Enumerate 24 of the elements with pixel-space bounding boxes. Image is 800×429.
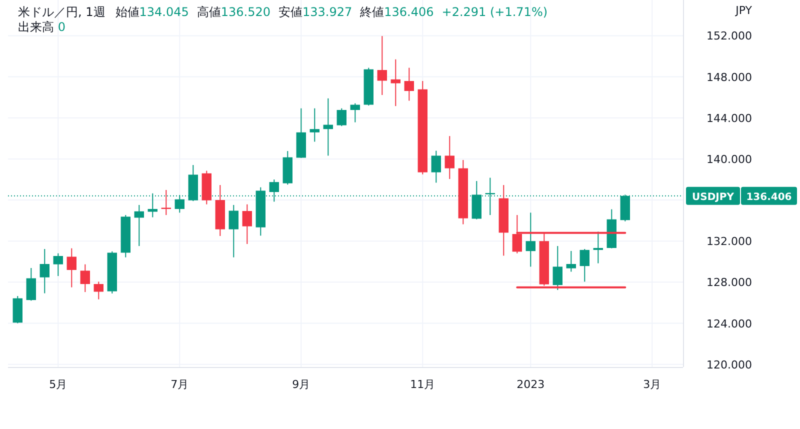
- ref-line-label: USDJPY: [692, 192, 735, 203]
- y-tick-label: 148.000: [706, 70, 752, 84]
- x-tick-label: 3月: [643, 378, 662, 391]
- x-tick-label: 2023: [516, 378, 545, 391]
- y-tick-label: 144.000: [706, 112, 752, 125]
- annotation: +2.291 (+1.71%): [442, 5, 548, 19]
- x-tick-label: 5月: [49, 378, 68, 391]
- y-axis-title: JPY: [734, 4, 752, 17]
- annotation: 終値136.406: [359, 5, 434, 19]
- annotation: 安値133.927: [278, 5, 352, 19]
- y-tick-label: 128.000: [706, 276, 752, 290]
- annotation: 始値134.045: [115, 5, 189, 19]
- y-tick-label: 132.000: [706, 235, 752, 248]
- annotation: 高値136.520: [196, 5, 271, 19]
- y-tick-label: 152.000: [706, 30, 752, 43]
- annotation: 出来高 0: [18, 20, 66, 34]
- y-tick-label: 140.000: [706, 152, 752, 166]
- x-tick-label: 9月: [292, 378, 310, 391]
- y-tick-label: 120.000: [706, 358, 752, 372]
- x-tick-label: 11月: [410, 378, 436, 391]
- text: 136.406: [746, 192, 792, 203]
- chart-title: 米ドル／円, 1週: [18, 5, 106, 19]
- y-tick-label: 124.000: [706, 317, 752, 330]
- x-tick-label: 7月: [170, 378, 189, 391]
